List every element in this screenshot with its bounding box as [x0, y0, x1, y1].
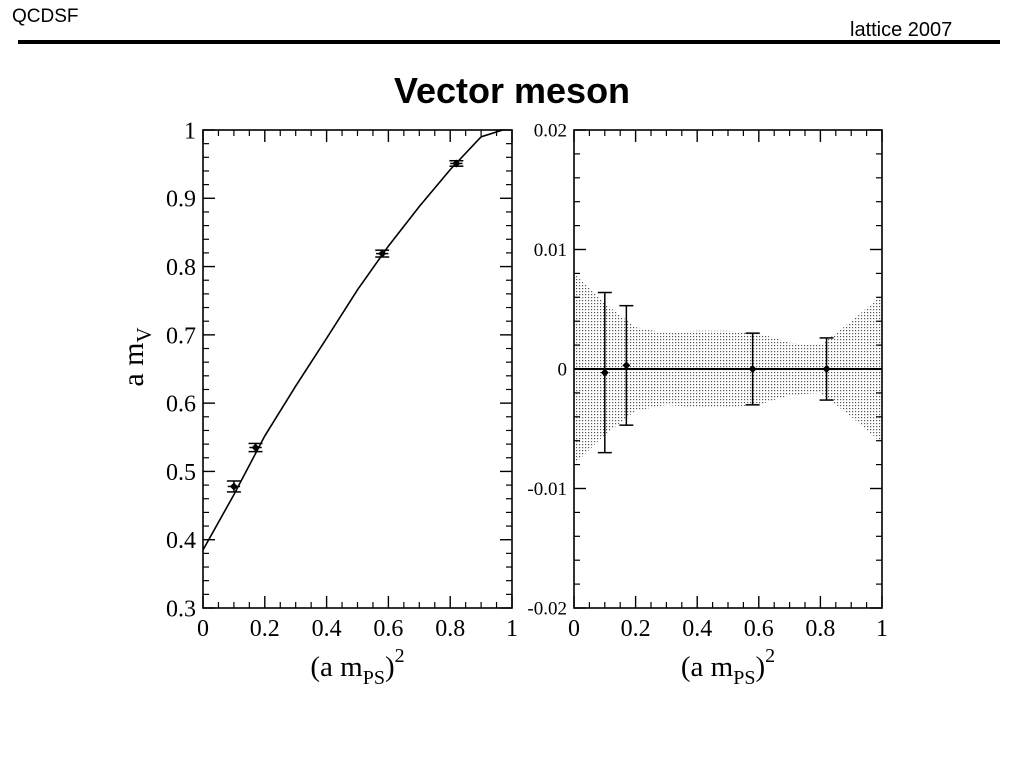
- y-tick-label: 0.9: [166, 187, 196, 213]
- header-rule: [18, 40, 1000, 44]
- y-axis-label-subscript: V: [132, 327, 156, 342]
- y-tick-label: -0.02: [527, 599, 567, 620]
- x-axis-label-base: (a m: [681, 651, 734, 683]
- x-tick-label: 0.6: [373, 616, 403, 642]
- plot-area: [574, 273, 882, 465]
- y-tick-label: 0.6: [166, 392, 196, 418]
- x-axis-label: (a mPS)2: [310, 645, 404, 689]
- panel-right: 0 0.2 0.4 0.6 0.8 1 -0.02 -0.01 0 0.01 0.02 (a mPS)…: [527, 121, 888, 689]
- x-axis-label-subscript: PS: [733, 667, 755, 689]
- y-tick-label: 0.3: [166, 596, 196, 622]
- y-tick-label: 0.8: [166, 255, 196, 281]
- y-axis-label-base: a m: [117, 343, 150, 387]
- data-marker: [251, 443, 260, 452]
- plot-frame: [202, 129, 513, 609]
- x-tick-label: 0.4: [312, 616, 342, 642]
- data-point: [226, 480, 241, 493]
- data-point: [375, 249, 390, 258]
- x-tick-label: 0.2: [621, 616, 651, 642]
- data-marker: [748, 365, 757, 373]
- x-tick-label: 0.2: [250, 616, 280, 642]
- data-point: [248, 442, 263, 453]
- data-point: [619, 304, 634, 426]
- x-axis-label-close: ): [385, 651, 395, 683]
- data-marker: [452, 159, 461, 168]
- header-org-label: QCDSF: [12, 6, 79, 27]
- fit-curve: [203, 130, 503, 551]
- x-tick-label: 1: [876, 616, 888, 642]
- y-tick-label: 0: [558, 360, 568, 381]
- x-axis-label-superscript: 2: [395, 645, 405, 667]
- y-tick-label: 0.5: [166, 460, 196, 486]
- data-marker: [600, 368, 609, 377]
- x-tick-label: 0: [197, 616, 209, 642]
- y-tick-label: 0.4: [166, 528, 196, 554]
- x-tick-label: 0.6: [744, 616, 774, 642]
- x-axis-label: (a mPS)2: [681, 645, 775, 689]
- y-tick-label: 0.01: [534, 240, 567, 261]
- x-tick-label: 1: [506, 616, 518, 642]
- y-tick-label: -0.01: [527, 479, 567, 500]
- y-tick-label: 0.02: [534, 121, 567, 142]
- x-tick-label: 0.4: [682, 616, 712, 642]
- data-point: [745, 332, 760, 406]
- x-axis-label-subscript: PS: [363, 667, 385, 689]
- y-tick-label: 1: [184, 118, 196, 144]
- slide-title: Vector meson: [393, 70, 631, 111]
- x-tick-label: 0.8: [805, 616, 835, 642]
- x-axis-label-base: (a m: [310, 651, 363, 683]
- header-conference-label: lattice 2007: [850, 19, 953, 41]
- y-tick-label: 0.7: [166, 323, 196, 349]
- y-axis-label: a mV: [117, 327, 156, 386]
- x-axis-label-superscript: 2: [765, 645, 775, 667]
- data-point: [819, 337, 834, 401]
- x-tick-label: 0: [568, 616, 580, 642]
- panel-left: 0 0.2 0.4 0.6 0.8 1 0.3 0.4 0.5 0.6 0.7 0.8 0.9 1 (a m…: [117, 118, 518, 689]
- data-point: [597, 291, 612, 454]
- data-marker: [378, 249, 387, 258]
- x-tick-label: 0.8: [435, 616, 465, 642]
- data-marker: [622, 361, 631, 370]
- plot-area: [203, 130, 503, 551]
- data-marker: [822, 365, 831, 373]
- x-axis-label-close: ): [755, 651, 765, 683]
- data-marker: [229, 482, 238, 491]
- data-point: [449, 159, 464, 168]
